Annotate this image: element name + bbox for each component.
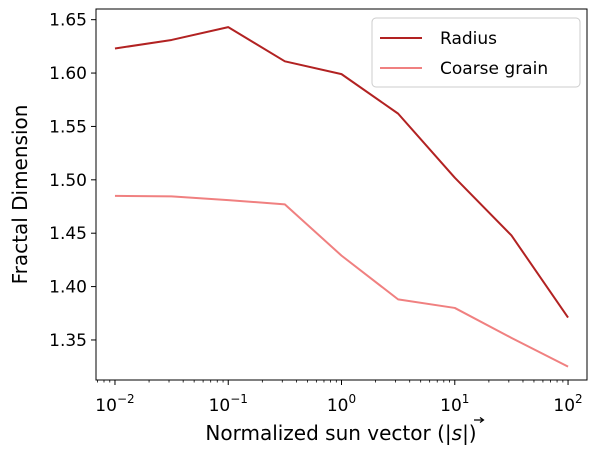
y-tick-label: 1.60: [49, 64, 87, 84]
x-tick-label: 101: [440, 392, 469, 416]
legend-box: [371, 17, 581, 88]
legend-label-coarse-grain: Coarse grain: [440, 59, 548, 79]
x-tick-label: 10−2: [95, 392, 134, 416]
x-axis-label: Normalized sun vector (|s|): [205, 421, 476, 445]
y-tick-label: 1.65: [49, 11, 87, 31]
y-tick-label: 1.40: [49, 278, 87, 298]
vector-arrow-icon: [474, 417, 485, 423]
x-tick-label: 10−1: [209, 392, 248, 416]
y-tick-label: 1.55: [49, 117, 87, 137]
x-tick-label: 100: [327, 392, 356, 416]
legend-label-radius: Radius: [440, 29, 497, 49]
legend: Radius Coarse grain: [371, 17, 581, 88]
y-tick-label: 1.35: [49, 331, 87, 351]
x-tick-label: 102: [553, 392, 582, 416]
series-layer: [114, 26, 569, 368]
y-tick-label: 1.45: [49, 224, 87, 244]
y-tick-label: 1.50: [49, 171, 87, 191]
y-axis-label: Fractal Dimension: [8, 105, 32, 285]
y-axis: 1.35 1.40 1.45 1.50 1.55 1.60 1.65: [49, 11, 96, 351]
x-axis: 10−2 10−1 100 101 102: [95, 380, 583, 416]
